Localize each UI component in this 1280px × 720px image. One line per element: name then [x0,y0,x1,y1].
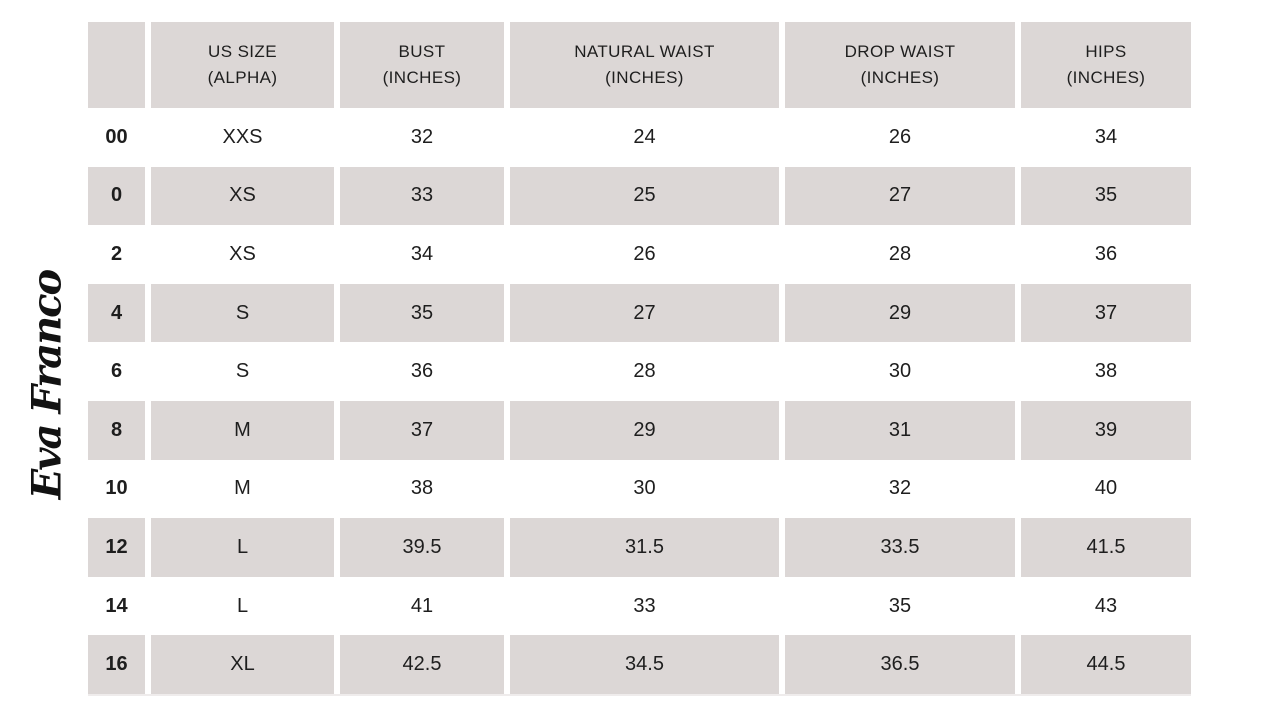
table-cell-bust: 36 [340,342,504,401]
table-cell-hips: 44.5 [1021,635,1191,694]
column-header-blank [88,22,145,108]
table-cell-drop_waist: 36.5 [785,635,1015,694]
brand-logo: Eva Franco [23,270,71,500]
row-size-label: 10 [88,459,145,519]
table-row: 8 M 37 29 31 39 [88,400,1191,460]
table-cell-hips: 41.5 [1021,518,1191,577]
header-line-2: (ALPHA) [207,68,278,87]
size-chart-table: US SIZE (ALPHA) BUST (INCHES) NATURAL WA… [88,22,1191,694]
table-cell-bust: 35 [340,283,504,343]
column-header-bust: BUST (INCHES) [340,22,504,108]
table-cell-drop_waist: 28 [785,225,1015,284]
table-cell-hips: 39 [1021,400,1191,460]
table-header-row: US SIZE (ALPHA) BUST (INCHES) NATURAL WA… [88,22,1191,108]
table-row: 4 S 35 27 29 37 [88,283,1191,343]
column-header-us-size-alpha: US SIZE (ALPHA) [151,22,334,108]
table-cell-hips: 38 [1021,342,1191,401]
table-cell-alpha: M [151,400,334,460]
row-size-label: 0 [88,166,145,226]
row-size-label: 8 [88,400,145,460]
table-body: 00 XXS 32 24 26 34 0 XS 33 25 27 35 2 XS 34 26 28 36 4 S 35 2… [88,108,1191,694]
row-size-label: 12 [88,518,145,577]
table-row: 12 L 39.5 31.5 33.5 41.5 [88,518,1191,577]
table-cell-bust: 32 [340,108,504,167]
table-cell-hips: 35 [1021,166,1191,226]
header-line-1: BUST [398,41,446,61]
header-line-2: (INCHES) [382,68,462,87]
table-cell-drop_waist: 30 [785,342,1015,401]
table-cell-alpha: XL [151,635,334,694]
table-cell-alpha: M [151,459,334,519]
table-cell-alpha: XS [151,225,334,284]
table-row: 00 XXS 32 24 26 34 [88,108,1191,167]
table-cell-bust: 42.5 [340,635,504,694]
row-size-label: 00 [88,108,145,167]
table-cell-drop_waist: 35 [785,576,1015,636]
table-cell-alpha: L [151,518,334,577]
table-cell-natural_waist: 26 [510,225,779,284]
row-size-label: 14 [88,576,145,636]
table-cell-alpha: S [151,342,334,401]
table-cell-hips: 36 [1021,225,1191,284]
table-cell-bust: 38 [340,459,504,519]
table-row: 16 XL 42.5 34.5 36.5 44.5 [88,635,1191,694]
table-cell-drop_waist: 32 [785,459,1015,519]
table-row: 2 XS 34 26 28 36 [88,225,1191,284]
column-header-natural-waist: NATURAL WAIST (INCHES) [510,22,779,108]
table-cell-natural_waist: 34.5 [510,635,779,694]
table-cell-natural_waist: 25 [510,166,779,226]
table-cell-drop_waist: 31 [785,400,1015,460]
table-cell-alpha: XS [151,166,334,226]
header-line-2: (INCHES) [1066,68,1146,87]
table-cell-drop_waist: 29 [785,283,1015,343]
table-cell-drop_waist: 33.5 [785,518,1015,577]
table-cell-bust: 37 [340,400,504,460]
header-line-2: (INCHES) [605,68,684,87]
table-cell-natural_waist: 31.5 [510,518,779,577]
header-line-1: US SIZE [208,41,277,61]
table-row: 0 XS 33 25 27 35 [88,166,1191,226]
table-cell-natural_waist: 33 [510,576,779,636]
table-cell-alpha: XXS [151,108,334,167]
table-cell-hips: 37 [1021,283,1191,343]
table-cell-natural_waist: 29 [510,400,779,460]
table-cell-bust: 34 [340,225,504,284]
table-row: 6 S 36 28 30 38 [88,342,1191,401]
table-cell-drop_waist: 27 [785,166,1015,226]
table-cell-alpha: S [151,283,334,343]
header-line-1: DROP WAIST [844,41,956,61]
table-row: 10 M 38 30 32 40 [88,459,1191,519]
row-size-label: 16 [88,635,145,694]
column-header-drop-waist: DROP WAIST (INCHES) [785,22,1015,108]
table-cell-natural_waist: 28 [510,342,779,401]
row-size-label: 4 [88,283,145,343]
column-header-hips: HIPS (INCHES) [1021,22,1191,108]
row-size-label: 6 [88,342,145,401]
table-cell-hips: 40 [1021,459,1191,519]
header-line-2: (INCHES) [860,68,940,87]
table-row: 14 L 41 33 35 43 [88,576,1191,636]
table-cell-drop_waist: 26 [785,108,1015,167]
table-cell-hips: 43 [1021,576,1191,636]
header-line-1: NATURAL WAIST [574,41,715,61]
table-cell-hips: 34 [1021,108,1191,167]
table-cell-natural_waist: 24 [510,108,779,167]
table-cell-alpha: L [151,576,334,636]
table-cell-bust: 39.5 [340,518,504,577]
table-cell-natural_waist: 30 [510,459,779,519]
table-cell-natural_waist: 27 [510,283,779,343]
table-cell-bust: 33 [340,166,504,226]
header-line-1: HIPS [1085,41,1127,61]
row-size-label: 2 [88,225,145,284]
table-cell-bust: 41 [340,576,504,636]
